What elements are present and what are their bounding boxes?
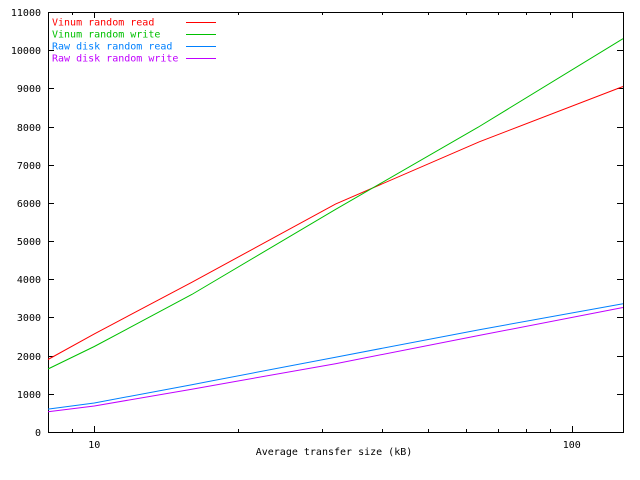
series-lines [47,38,624,413]
y-tick-label: 8000 [17,123,41,134]
x-tick-label: 100 [563,440,581,451]
series-line-2 [47,38,624,370]
series-line-1 [47,86,624,360]
y-tick-label: 5000 [17,237,41,248]
x-axis-label: Average transfer size (kB) [256,447,413,458]
legend-label: Vinum random read [52,18,154,29]
y-tick-label: 11000 [11,8,41,19]
y-tick-label: 0 [35,428,41,439]
y-axis: 0 1000 2000 3000 4000 5000 6000 7000 8000 9000 100… [11,8,623,439]
y-tick-label: 6000 [17,199,41,210]
legend-label: Raw disk random write [52,54,178,65]
y-tick-label: 1000 [17,390,41,401]
y-tick-label: 10000 [11,46,41,57]
y-tick-label: 4000 [17,275,41,286]
plot-frame [48,12,624,433]
y-tick-label: 2000 [17,352,41,363]
y-tick-label: 7000 [17,161,41,172]
plot-border [48,12,624,433]
series-line-3 [47,303,624,410]
series-line-4 [47,307,624,413]
x-axis: 10 100 [48,12,581,451]
x-tick-label: 10 [88,440,100,451]
legend-label: Raw disk random read [52,42,172,53]
y-tick-label: 3000 [17,313,41,324]
y-tick-label: 9000 [17,84,41,95]
legend-label: Vinum random write [52,30,160,41]
